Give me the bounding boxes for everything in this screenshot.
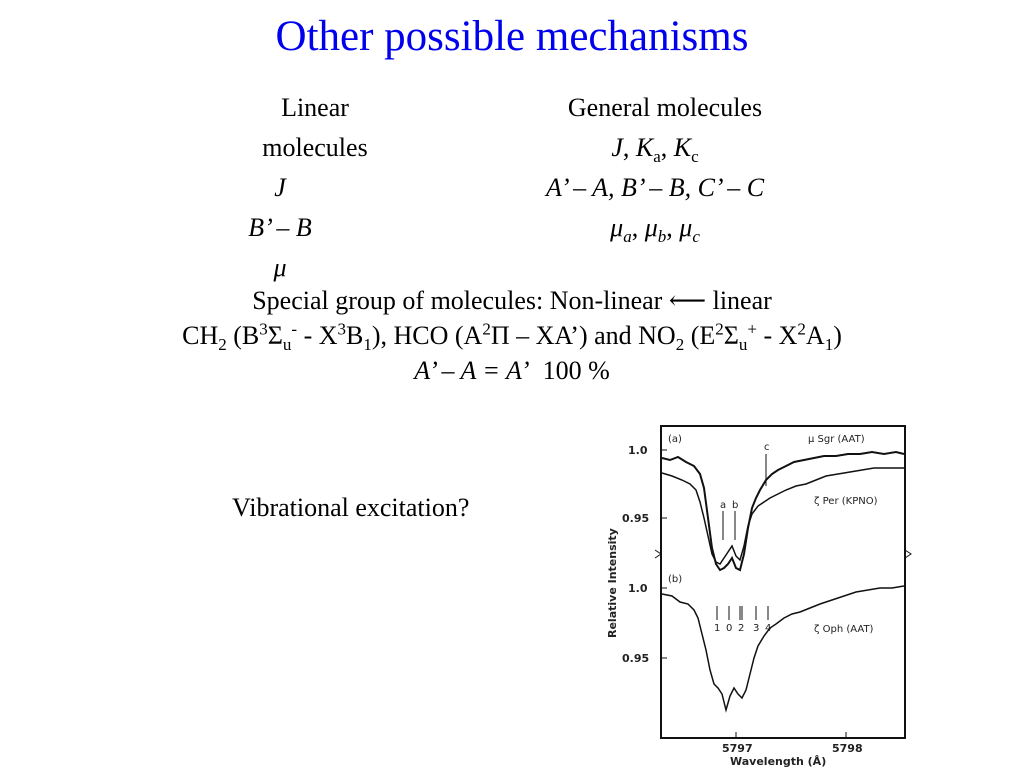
general-molecules-column: General molecules J, Ka, Kc A’ – A, B’ –… xyxy=(480,88,830,248)
linear-molecules-column: Linear molecules J B’ – B μ xyxy=(180,88,380,288)
component-mark-b: b xyxy=(732,500,738,511)
plot-frame xyxy=(660,425,906,739)
spectrum-figure: 1.0 0.95 1.0 0.95 5797 5798 Wavelength (… xyxy=(600,418,930,768)
trace-label-zeta-per: ζ Per (KPNO) xyxy=(814,496,878,507)
slide-title: Other possible mechanisms xyxy=(275,13,749,60)
special-group-line: Special group of molecules: Non-linear ⟵… xyxy=(252,286,772,315)
general-quantum-numbers: J, Ka, Kc xyxy=(611,133,699,167)
axis-break-mark xyxy=(654,549,912,559)
panel-b-label: (b) xyxy=(668,574,682,585)
bottom-mark: 1 xyxy=(714,623,720,634)
spectrum-trace-zeta-per xyxy=(661,467,904,565)
general-molecules-header: General molecules xyxy=(567,93,763,122)
y-tick-label: 0.95 xyxy=(622,652,649,665)
bottom-mark: 3 xyxy=(753,623,759,634)
general-dipoles: μa, μb, μc xyxy=(610,213,700,247)
component-mark-a: a xyxy=(720,500,726,511)
general-rotational-constants: A’ – A, B’ – B, C’ – C xyxy=(545,173,765,202)
special-group-block: Special group of molecules: Non-linear ⟵… xyxy=(0,283,1024,388)
bottom-mark: 2 xyxy=(738,623,744,634)
x-tick-label: 5797 xyxy=(722,742,753,755)
y-tick-label: 1.0 xyxy=(628,444,648,457)
y-axis-label: Relative Intensity xyxy=(606,528,619,638)
panel-a-label: (a) xyxy=(668,434,682,445)
molecule-transitions-line: CH2 (B3Σu- - X3B1), HCO (A2Π – XA’) and … xyxy=(182,319,842,355)
y-tick-label: 1.0 xyxy=(628,582,648,595)
component-mark-c: c xyxy=(764,442,770,453)
x-tick-label: 5798 xyxy=(832,742,863,755)
linear-quantum-number: J xyxy=(274,173,286,202)
x-axis-label: Wavelength (Å) xyxy=(730,755,826,768)
spectrum-trace-zeta-oph xyxy=(661,585,905,713)
spectrum-plot: 1.0 0.95 1.0 0.95 5797 5798 Wavelength (… xyxy=(606,425,912,768)
vibrational-excitation-question: Vibrational excitation? xyxy=(232,493,470,522)
trace-label-zeta-oph: ζ Oph (AAT) xyxy=(814,624,874,635)
linear-dipole: μ xyxy=(273,253,287,282)
linear-molecules-header: Linear molecules xyxy=(262,93,368,162)
trace-label-mu-sgr: μ Sgr (AAT) xyxy=(808,434,865,445)
bottom-mark: 4 xyxy=(765,623,771,634)
rotational-constant-relation: A’ – A = A’ 100 % xyxy=(414,356,610,385)
y-tick-label: 0.95 xyxy=(622,512,649,525)
bottom-mark: 0 xyxy=(726,623,732,634)
linear-rotational-constant: B’ – B xyxy=(248,213,312,242)
